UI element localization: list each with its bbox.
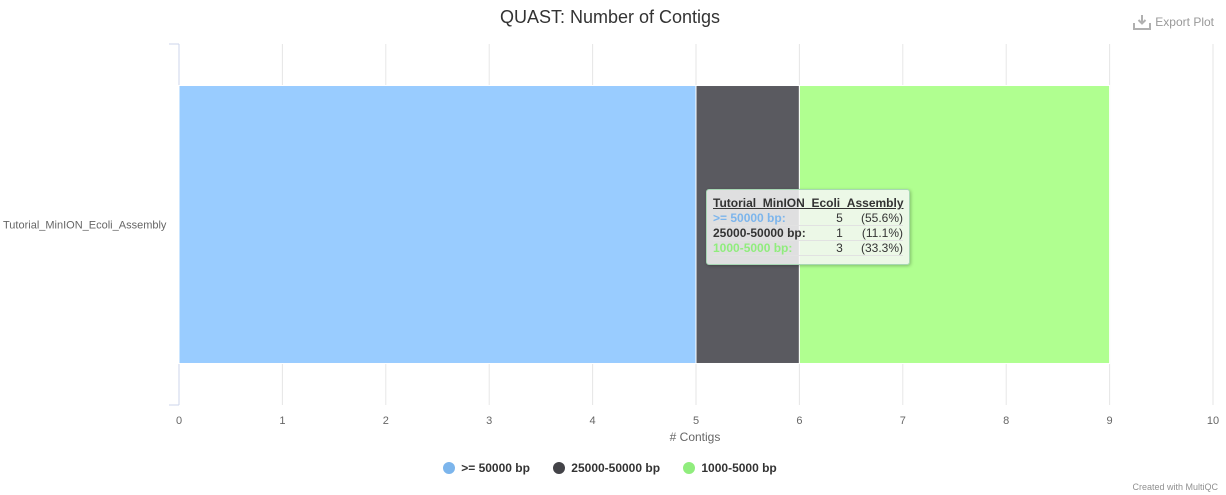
tooltip-percent: (11.1%): [848, 225, 903, 241]
x-tick-label: 10: [1207, 415, 1219, 427]
export-plot-label: Export Plot: [1155, 15, 1214, 29]
tooltip-value: 1: [832, 225, 849, 241]
tooltip-value: 5: [832, 211, 849, 226]
x-tick-label: 8: [1003, 415, 1009, 427]
x-tick-label: 3: [486, 415, 492, 427]
legend-marker: [443, 462, 456, 474]
tooltip-row: 25000-50000 bp: 1 (11.1%): [713, 225, 903, 241]
legend-label: 25000-50000 bp: [571, 461, 661, 475]
tooltip-percent: (33.3%): [848, 240, 903, 256]
tooltip-table: >= 50000 bp: 5 (55.6%) 25000-50000 bp: 1…: [713, 211, 903, 256]
category-label: Tutorial_MinION_Ecoli_Assembly: [3, 220, 167, 232]
bar-segment: [178, 85, 697, 364]
x-tick-label: 4: [590, 415, 596, 427]
chart-tooltip: Tutorial_MinION_Ecoli_Assembly >= 50000 …: [706, 189, 910, 265]
x-tick-label: 9: [1107, 415, 1113, 427]
legend-item[interactable]: 25000-50000 bp: [553, 461, 660, 475]
x-tick-label: 6: [796, 415, 802, 427]
legend-item[interactable]: >= 50000 bp: [443, 461, 530, 475]
credit-text: Created with MultiQC: [1132, 482, 1218, 492]
tooltip-label: 25000-50000 bp:: [713, 225, 833, 241]
legend-marker: [683, 462, 696, 474]
tooltip-title: Tutorial_MinION_Ecoli_Assembly: [713, 196, 904, 210]
tooltip-value: 3: [832, 240, 849, 256]
export-plot-button[interactable]: Export Plot: [1133, 14, 1214, 30]
legend-marker: [553, 462, 566, 474]
x-tick-label: 0: [176, 415, 182, 427]
legend-label: >= 50000 bp: [461, 461, 530, 475]
legend-item[interactable]: 1000-5000 bp: [683, 461, 777, 475]
tooltip-row: 1000-5000 bp: 3 (33.3%): [713, 240, 903, 256]
chart-legend: >= 50000 bp 25000-50000 bp 1000-5000 bp: [0, 461, 1220, 477]
x-tick-label: 5: [693, 415, 699, 427]
tooltip-label: 1000-5000 bp:: [713, 240, 833, 256]
x-tick-label: 7: [900, 415, 906, 427]
chart-title: QUAST: Number of Contigs: [499, 7, 721, 27]
tooltip-percent: (55.6%): [848, 211, 903, 226]
tooltip-label: >= 50000 bp:: [713, 211, 833, 226]
legend-label: 1000-5000 bp: [701, 461, 777, 475]
x-tick-label: 2: [383, 415, 389, 427]
tooltip-row: >= 50000 bp: 5 (55.6%): [713, 211, 903, 226]
x-axis-label: # Contigs: [670, 430, 721, 444]
x-tick-label: 1: [279, 415, 285, 427]
download-icon: [1133, 14, 1152, 30]
